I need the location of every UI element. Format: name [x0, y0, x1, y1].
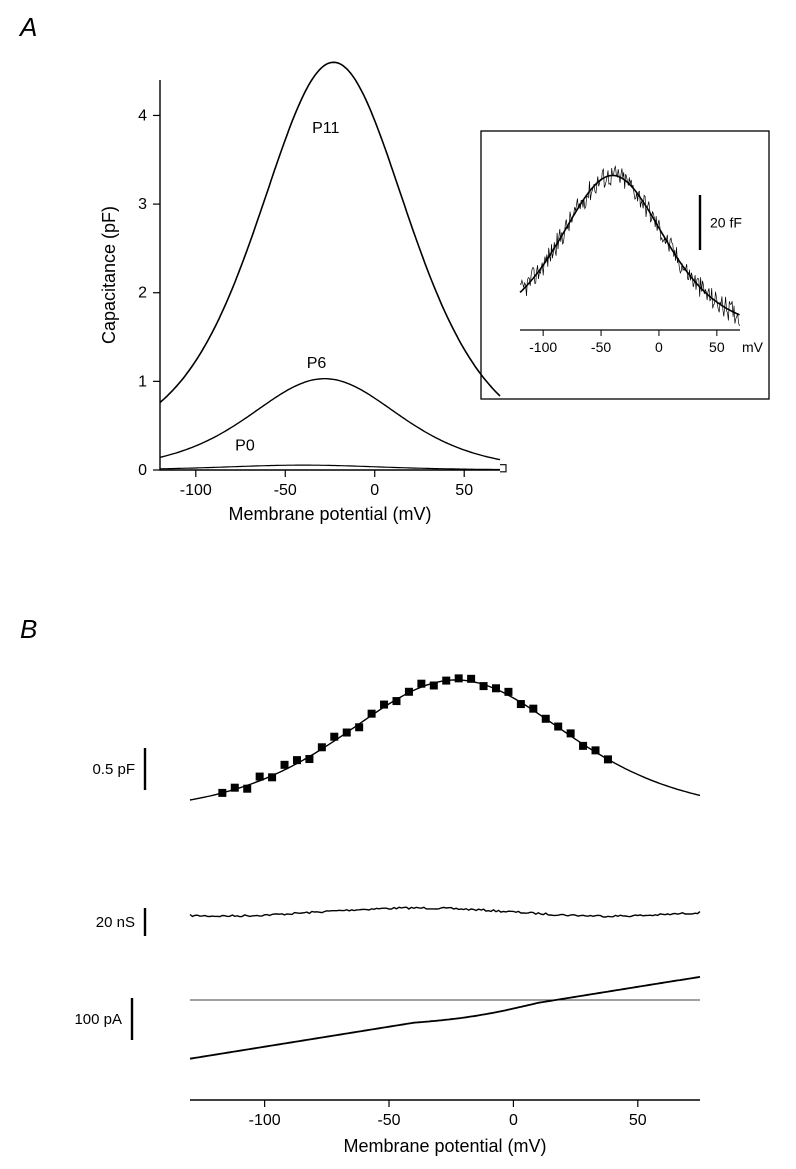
- svg-text:Membrane potential (mV): Membrane potential (mV): [228, 504, 431, 524]
- cap-marker: [256, 773, 264, 781]
- svg-text:0: 0: [509, 1112, 518, 1129]
- svg-text:50: 50: [455, 482, 473, 499]
- svg-text:3: 3: [138, 196, 147, 213]
- cap-marker: [268, 773, 276, 781]
- svg-text:0: 0: [138, 462, 147, 479]
- cond-scalebar-label: 20 nS: [96, 914, 135, 931]
- cap-marker: [218, 789, 226, 797]
- cap-marker: [517, 700, 525, 708]
- cap-marker: [567, 729, 575, 737]
- series-p11: [160, 62, 500, 402]
- panel-b-chart: -100 -50 0 50 Membrane potential (mV) 0.5 pF 2…: [60, 640, 740, 1160]
- cap-marker: [504, 688, 512, 696]
- svg-text:50: 50: [709, 339, 725, 355]
- cap-marker: [243, 785, 251, 793]
- inset-frame: [481, 131, 769, 399]
- cap-marker: [305, 755, 313, 763]
- svg-text:-50: -50: [377, 1112, 400, 1129]
- svg-text:2: 2: [138, 285, 147, 302]
- cap-marker: [355, 723, 363, 731]
- cap-marker: [592, 746, 600, 754]
- cap-marker: [330, 733, 338, 741]
- conductance-trace: [190, 907, 700, 917]
- cap-marker: [492, 684, 500, 692]
- cap-marker: [318, 743, 326, 751]
- svg-text:-100: -100: [180, 482, 212, 499]
- cap-marker: [442, 677, 450, 685]
- svg-text:0: 0: [370, 482, 379, 499]
- cap-marker: [430, 681, 438, 689]
- series-label-p0: P0: [235, 438, 255, 455]
- inset-raw-trace: [520, 167, 740, 326]
- inset-connector-icon: [500, 465, 506, 472]
- svg-text:-50: -50: [591, 339, 611, 355]
- cap-marker: [579, 742, 587, 750]
- cap-marker: [417, 680, 425, 688]
- series-label-p6: P6: [307, 355, 327, 372]
- panel-a-label: A: [20, 12, 37, 43]
- svg-text:mV: mV: [742, 339, 764, 355]
- cap-fit-curve: [190, 680, 700, 800]
- svg-text:Membrane potential (mV): Membrane potential (mV): [343, 1136, 546, 1156]
- cap-marker: [392, 697, 400, 705]
- series-p6: [160, 379, 500, 460]
- cap-marker: [380, 701, 388, 709]
- panel-a-chart: -100 -50 0 50 0 1 2 3 4 Membrane potential (mV) Ca…: [90, 50, 520, 550]
- cap-marker: [529, 705, 537, 713]
- cap-marker: [343, 729, 351, 737]
- svg-text:-50: -50: [274, 482, 297, 499]
- cap-marker: [480, 682, 488, 690]
- svg-text:-100: -100: [529, 339, 557, 355]
- series-p0: [160, 465, 500, 469]
- inset-scalebar-label: 20 fF: [710, 215, 742, 231]
- cap-marker: [405, 688, 413, 696]
- cap-marker: [604, 755, 612, 763]
- svg-text:4: 4: [138, 107, 147, 124]
- cap-marker: [455, 674, 463, 682]
- cap-marker: [554, 723, 562, 731]
- cap-marker: [231, 784, 239, 792]
- current-trace: [190, 977, 700, 1059]
- svg-text:1: 1: [138, 373, 147, 390]
- cap-marker: [467, 675, 475, 683]
- cap-marker: [293, 756, 301, 764]
- figure-root: A -100 -50 0 50 0 1 2 3 4 Membrane potential (mV)…: [0, 0, 796, 1169]
- current-scalebar-label: 100 pA: [74, 1011, 122, 1028]
- cap-scalebar-label: 0.5 pF: [92, 761, 135, 778]
- svg-text:50: 50: [629, 1112, 647, 1129]
- inset-fit-curve: [520, 176, 740, 315]
- cap-marker: [281, 761, 289, 769]
- panel-b-label: B: [20, 614, 37, 645]
- cap-marker: [542, 715, 550, 723]
- panel-a-inset: -100 -50 0 50 mV 20 fF: [480, 130, 770, 400]
- svg-text:0: 0: [655, 339, 663, 355]
- series-label-p11: P11: [312, 120, 339, 137]
- svg-text:-100: -100: [249, 1112, 281, 1129]
- svg-text:Capacitance (pF): Capacitance (pF): [99, 206, 119, 344]
- cap-marker: [368, 710, 376, 718]
